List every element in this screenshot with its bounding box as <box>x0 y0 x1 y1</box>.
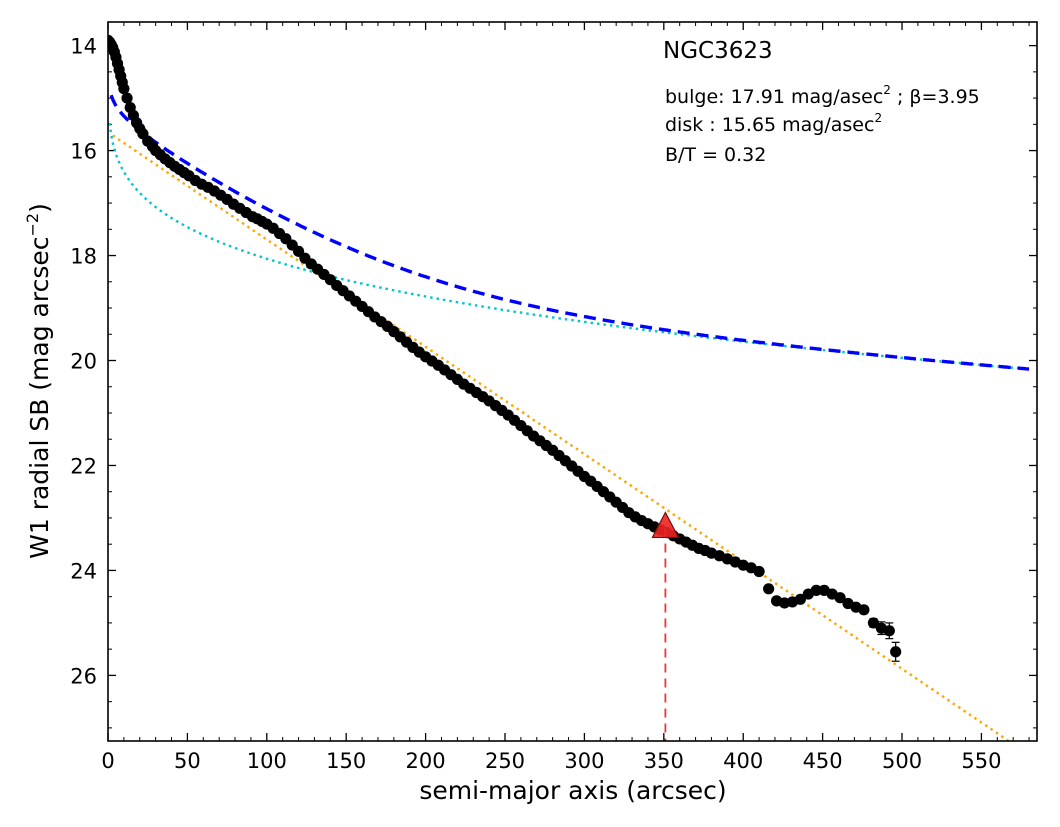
plot-frame <box>107 21 1038 742</box>
model-curves <box>108 94 1030 741</box>
truncation-marker-group <box>651 511 680 741</box>
y-tick-label: 18 <box>70 245 97 269</box>
bt-annotation: B/T = 0.32 <box>665 144 766 166</box>
x-tick-label: 150 <box>326 749 366 773</box>
data-point <box>763 583 775 595</box>
bulge-annotation-sup: 2 <box>883 83 891 97</box>
data-points <box>108 34 902 662</box>
x-tick-label: 450 <box>803 749 843 773</box>
x-tick-label: 350 <box>644 749 684 773</box>
x-tick-label: 50 <box>174 749 201 773</box>
bulge-annotation-text: bulge: 17.91 mag/asec <box>665 86 883 108</box>
data-point <box>858 604 870 616</box>
y-tick-label: 22 <box>70 454 97 478</box>
data-point <box>867 617 880 629</box>
y-axis-label-close: ) <box>25 203 54 213</box>
data-point <box>834 592 846 604</box>
x-tick-label: 100 <box>247 749 287 773</box>
x-axis-label: semi-major axis (arcsec) <box>419 776 726 805</box>
y-axis-label-main: W1 radial SB (mag arcsec <box>25 237 54 559</box>
x-tick-label: 200 <box>406 749 446 773</box>
x-tick-label: 550 <box>961 749 1001 773</box>
bulge-annotation: bulge: 17.91 mag/asec2 ; β=3.95 <box>665 83 980 108</box>
y-tick-label: 14 <box>70 35 97 59</box>
disk-annotation-sup: 2 <box>874 111 882 125</box>
plot-area <box>108 22 1037 741</box>
data-point <box>890 646 902 658</box>
data-point <box>118 83 130 95</box>
disk-component-curve <box>112 134 1011 741</box>
y-tick-label: 20 <box>70 350 97 374</box>
y-tick-label: 16 <box>70 140 97 164</box>
x-tick-label: 300 <box>564 749 604 773</box>
disk-annotation: disk : 15.65 mag/asec2 <box>665 111 882 136</box>
data-point <box>883 625 895 637</box>
x-tick-label: 500 <box>882 749 922 773</box>
disk-annotation-text: disk : 15.65 mag/asec <box>665 114 874 136</box>
y-axis-label: W1 radial SB (mag arcsec−2) <box>23 203 54 559</box>
y-tick-label: 26 <box>70 664 97 688</box>
x-tick-label: 0 <box>101 749 114 773</box>
total-model-curve <box>109 94 1030 371</box>
y-axis-label-exp: −2 <box>23 213 42 237</box>
data-point <box>794 593 806 605</box>
truncation-marker <box>651 511 680 539</box>
x-tick-label: 250 <box>485 749 525 773</box>
bulge-annotation-beta: ; β=3.95 <box>891 86 980 108</box>
data-point <box>753 565 765 578</box>
y-tick-label: 24 <box>70 559 97 583</box>
x-tick-label: 400 <box>723 749 763 773</box>
chart-title: NGC3623 <box>663 38 773 64</box>
data-point <box>810 584 822 596</box>
data-point <box>121 92 133 104</box>
